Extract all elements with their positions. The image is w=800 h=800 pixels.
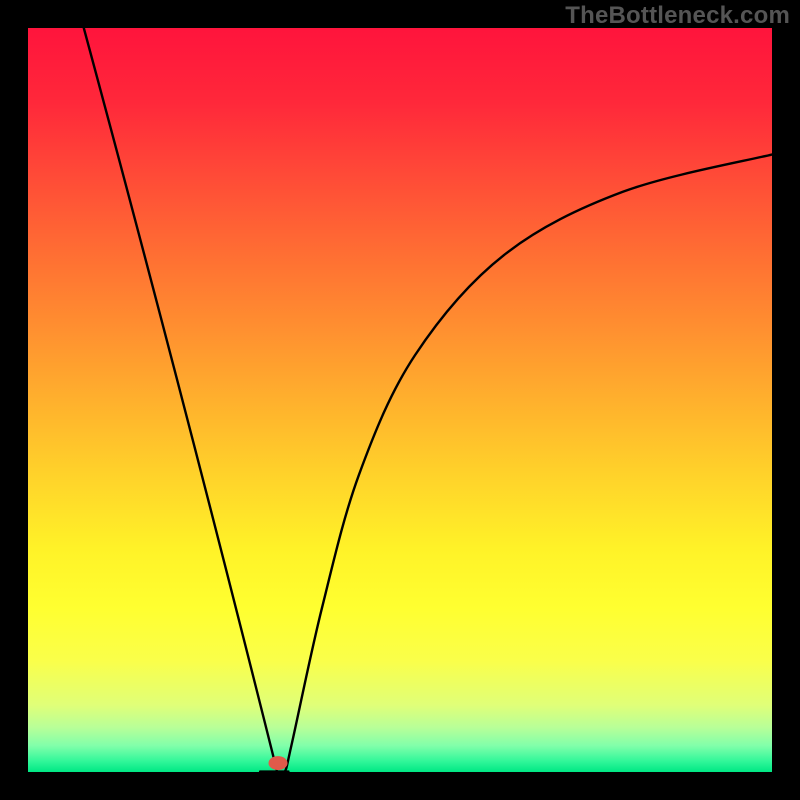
gradient-background [28,28,772,772]
plot-svg [28,28,772,772]
minimum-marker [268,756,287,770]
chart-frame: TheBottleneck.com [0,0,800,800]
plot-area [28,28,772,772]
watermark-text: TheBottleneck.com [565,2,790,30]
